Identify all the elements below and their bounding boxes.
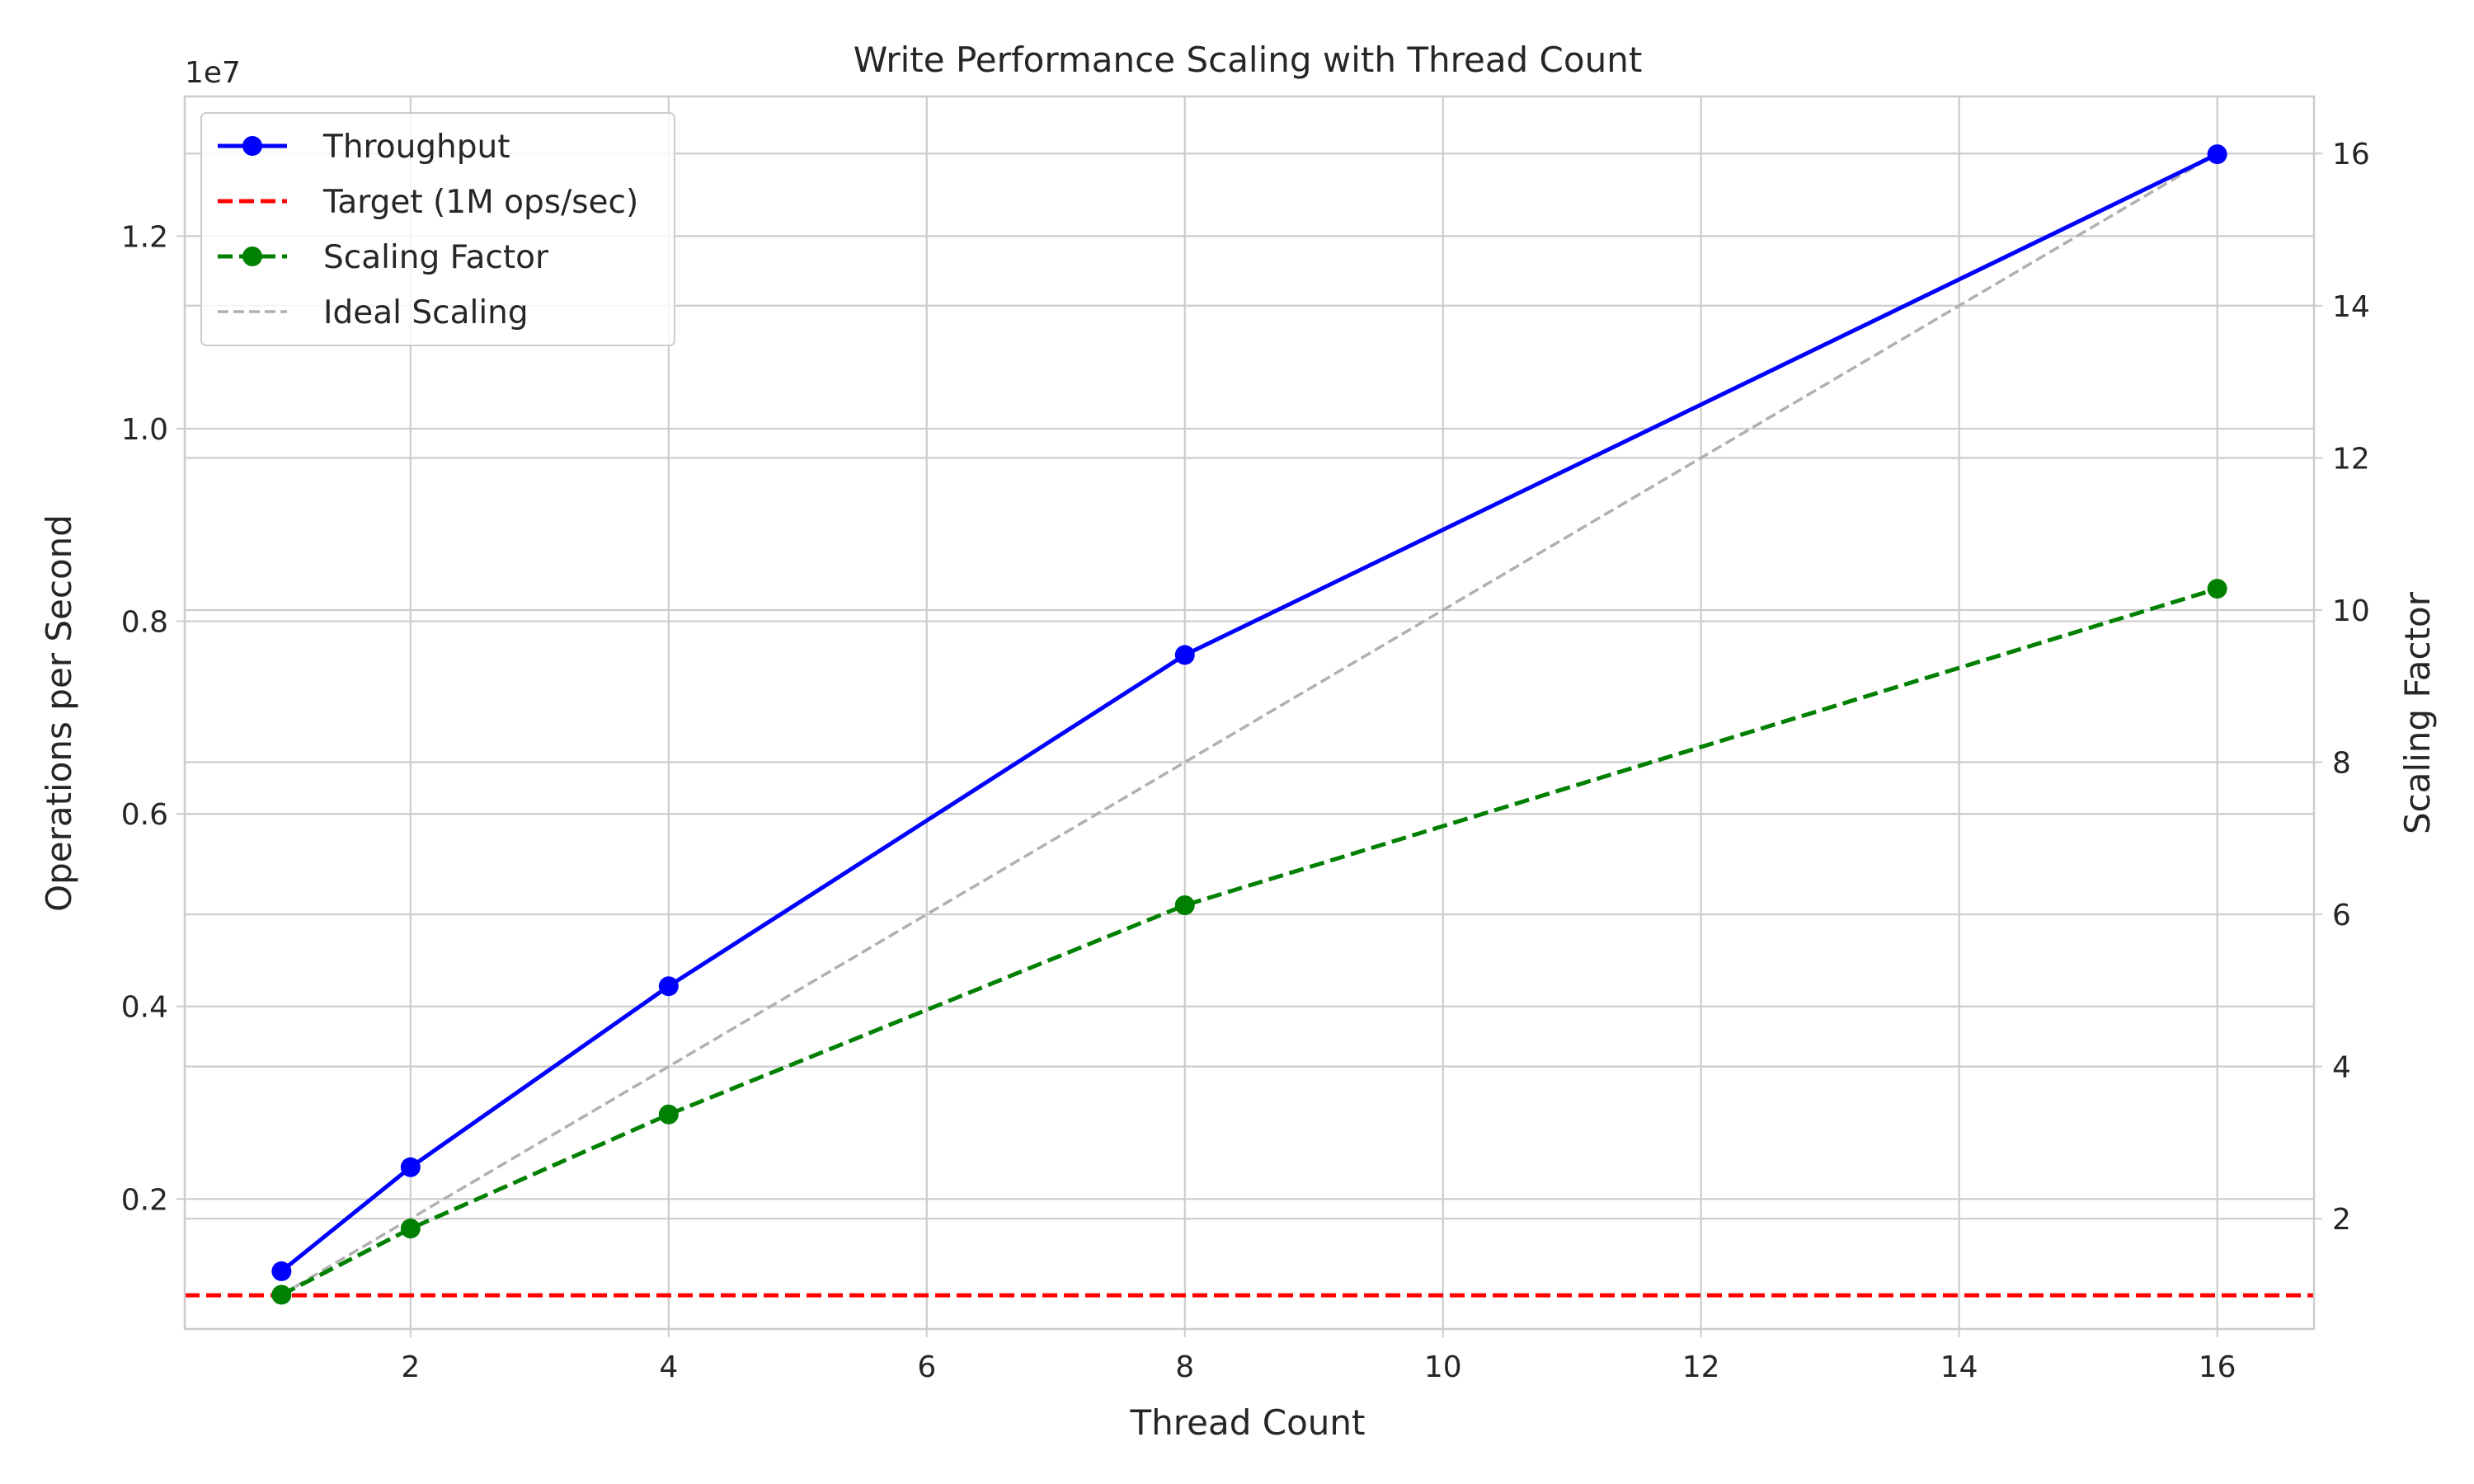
data-point-scaling-factor <box>400 1219 421 1239</box>
x-tick-label: 10 <box>1424 1350 1462 1384</box>
chart-title: Write Performance Scaling with Thread Co… <box>854 40 1643 80</box>
data-point-throughput <box>271 1261 292 1281</box>
legend-label-scaling-factor: Scaling Factor <box>323 239 549 276</box>
data-point-throughput <box>658 976 679 997</box>
data-point-scaling-factor <box>2207 579 2227 599</box>
x-tick-label: 14 <box>1940 1350 1978 1384</box>
legend: Throughput Target (1M ops/sec) Scaling Fac… <box>200 112 675 346</box>
y2-tick-label: 2 <box>2332 1203 2351 1237</box>
legend-marker-throughput <box>242 136 262 156</box>
y-tick-label: 0.4 <box>121 991 168 1025</box>
y-offset-label: 1e7 <box>185 56 241 90</box>
data-point-scaling-factor <box>271 1284 292 1305</box>
data-point-throughput <box>400 1157 421 1177</box>
y-axis-label: Operations per Second <box>39 514 79 912</box>
data-point-throughput <box>2207 144 2227 165</box>
plot-border <box>183 95 2316 1331</box>
y2-tick-label: 12 <box>2332 442 2370 476</box>
legend-label-throughput: Throughput <box>322 129 510 166</box>
x-tick-label: 12 <box>1682 1350 1720 1384</box>
y-tick-label: 0.6 <box>121 798 168 832</box>
data-point-throughput <box>1174 645 1195 665</box>
y-tick-label: 1.2 <box>121 220 168 254</box>
legend-label-ideal-scaling: Ideal Scaling <box>323 294 529 331</box>
y2-axis-label: Scaling Factor <box>2397 591 2438 834</box>
legend-label-target-1m-ops-sec: Target (1M ops/sec) <box>322 184 638 221</box>
y2-tick-label: 14 <box>2332 290 2370 324</box>
y2-tick-label: 10 <box>2332 594 2370 628</box>
data-point-scaling-factor <box>1174 895 1195 915</box>
y2-tick-label: 8 <box>2332 746 2351 780</box>
x-axis-label: Thread Count <box>1130 1402 1366 1443</box>
plot-frame <box>183 95 2316 1331</box>
grid <box>185 96 2314 1329</box>
y2-tick-label: 16 <box>2332 138 2370 171</box>
x-tick-label: 4 <box>659 1350 678 1384</box>
data-point-scaling-factor <box>658 1104 679 1125</box>
legend-box <box>200 112 675 346</box>
x-tick-label: 8 <box>1175 1350 1194 1384</box>
y-tick-label: 0.2 <box>121 1183 168 1217</box>
y2-tick-label: 4 <box>2332 1051 2351 1085</box>
y-tick-label: 1.0 <box>121 413 168 447</box>
x-tick-label: 6 <box>917 1350 936 1384</box>
series-line-scaling-factor <box>280 586 2218 1297</box>
y-tick-label: 0.8 <box>121 606 168 640</box>
x-tick-label: 2 <box>401 1350 420 1384</box>
x-tick-label: 16 <box>2199 1350 2236 1384</box>
ticks: 2 4 6 8 10 12 14 16 0.2 0.4 0.6 0.8 1.0 1.2 2 4 6 8 10 12 14… <box>121 138 2370 1384</box>
y2-tick-label: 6 <box>2332 899 2351 932</box>
legend-marker-scaling-factor <box>242 247 262 266</box>
series-line-ideal-scaling <box>280 152 2218 1297</box>
series-layer <box>185 144 2314 1305</box>
